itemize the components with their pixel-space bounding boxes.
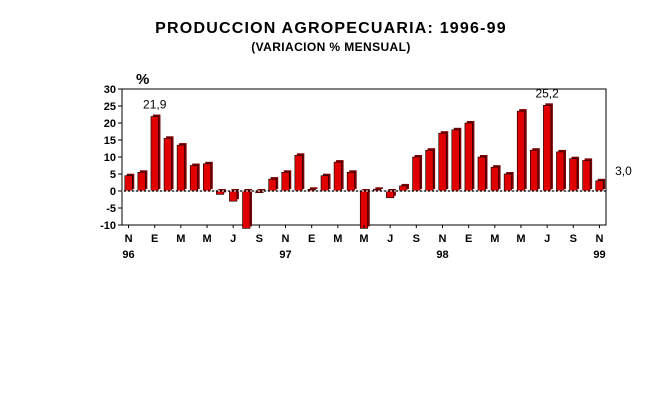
year-label: 97 [279, 249, 291, 261]
bar-shadow [309, 187, 318, 189]
bar [556, 151, 565, 192]
x-tick-label: J [230, 233, 236, 245]
bar [124, 175, 133, 192]
bar [425, 149, 434, 192]
y-tick-label: 25 [104, 101, 116, 113]
x-tick-label: E [465, 233, 472, 245]
y-tick-label: 5 [110, 169, 116, 181]
bar [346, 172, 355, 192]
bar [399, 185, 408, 192]
bar [412, 156, 421, 192]
y-tick-label: 15 [104, 135, 116, 147]
x-tick-label: E [308, 233, 315, 245]
y-tick-label: 10 [104, 152, 116, 164]
bar [464, 122, 473, 192]
bar [490, 166, 499, 192]
bar [516, 110, 526, 192]
bar [202, 163, 212, 192]
x-tick-label: N [282, 233, 290, 245]
bar-shadow [375, 187, 383, 189]
bar [137, 172, 146, 192]
y-axis-label: % [136, 71, 149, 88]
y-tick-label: 30 [104, 84, 116, 96]
x-tick-label: M [202, 233, 211, 245]
x-tick-label: M [516, 233, 525, 245]
year-label: 96 [122, 249, 134, 261]
bar [242, 190, 251, 229]
bar [451, 129, 460, 192]
year-label: 98 [436, 249, 448, 261]
y-tick-label: -10 [100, 220, 116, 232]
bar [359, 190, 369, 229]
x-tick-label: S [256, 233, 263, 245]
x-tick-label: N [595, 233, 603, 245]
bar [163, 138, 172, 192]
x-tick-label: S [570, 233, 577, 245]
x-tick-label: S [413, 233, 420, 245]
x-tick-label: M [176, 233, 185, 245]
bar [176, 144, 185, 192]
bar [530, 149, 539, 192]
bar [268, 178, 277, 192]
x-tick-label: E [151, 233, 158, 245]
data-label: 3,0 [615, 164, 632, 178]
x-tick-label: N [439, 233, 447, 245]
y-tick-label: -5 [106, 203, 116, 215]
bar [281, 172, 290, 192]
x-tick-label: J [544, 233, 550, 245]
x-tick-label: M [333, 233, 342, 245]
x-tick-label: M [490, 233, 499, 245]
bar [503, 173, 512, 192]
bar [438, 132, 447, 192]
bar [189, 165, 198, 192]
bar [150, 116, 159, 192]
bar [543, 105, 552, 192]
bar [582, 160, 591, 192]
bar [569, 158, 578, 192]
year-label: 99 [593, 249, 605, 261]
chart-title: PRODUCCION AGROPECUARIA: 1996-99 [155, 20, 507, 37]
bar [229, 190, 238, 202]
bar [320, 175, 329, 192]
y-tick-label: 20 [104, 118, 116, 130]
bar [333, 161, 342, 192]
x-tick-label: M [359, 233, 368, 245]
x-tick-label: N [125, 233, 133, 245]
data-label: 25,2 [535, 86, 559, 100]
bar [386, 190, 395, 199]
bar [294, 155, 303, 192]
bar [477, 156, 486, 192]
bar-shadow [257, 189, 266, 191]
bar [595, 180, 604, 192]
y-tick-label: 0 [110, 186, 116, 198]
data-label: 21,9 [143, 98, 167, 112]
x-tick-label: J [387, 233, 393, 245]
chart-subtitle: (VARIACION % MENSUAL) [251, 40, 411, 54]
